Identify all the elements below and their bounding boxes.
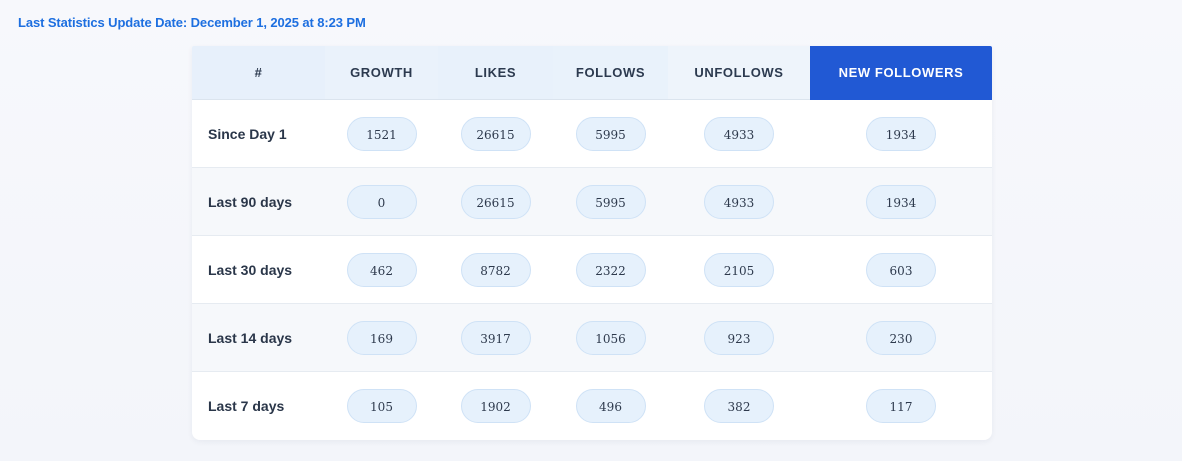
column-header-follows[interactable]: FOLLOWS xyxy=(553,46,668,100)
follows-cell: 5995 xyxy=(553,167,668,236)
follows-cell: 2322 xyxy=(553,235,668,304)
table-row: Last 7 days 105 1902 496 382 117 xyxy=(192,372,992,440)
follows-cell: 496 xyxy=(553,372,668,440)
follows-value: 1056 xyxy=(575,320,646,355)
growth-value: 169 xyxy=(346,320,417,355)
statistics-card: # GROWTH LIKES FOLLOWS UNFOLLOWS NEW FOL… xyxy=(192,46,992,440)
row-label: Last 90 days xyxy=(192,167,325,236)
table-row: Last 30 days 462 8782 2322 2105 603 xyxy=(192,235,992,304)
table-row: Last 14 days 169 3917 1056 923 230 xyxy=(192,303,992,372)
growth-cell: 105 xyxy=(325,372,438,440)
growth-cell: 462 xyxy=(325,235,438,304)
column-header-number[interactable]: # xyxy=(192,46,325,100)
table-body: Since Day 1 1521 26615 5995 4933 1934 La… xyxy=(192,99,992,440)
follows-value: 5995 xyxy=(575,184,646,219)
likes-cell: 1902 xyxy=(438,372,553,440)
likes-value: 26615 xyxy=(460,116,531,151)
follows-value: 5995 xyxy=(575,116,646,151)
column-header-growth[interactable]: GROWTH xyxy=(325,46,438,100)
follows-value: 2322 xyxy=(575,252,646,287)
likes-cell: 26615 xyxy=(438,167,553,236)
follows-value: 496 xyxy=(575,388,646,423)
growth-value: 0 xyxy=(346,184,417,219)
new-followers-value: 603 xyxy=(866,252,936,287)
unfollows-value: 4933 xyxy=(704,184,774,219)
likes-value: 1902 xyxy=(460,388,531,423)
unfollows-value: 4933 xyxy=(704,116,774,151)
growth-cell: 1521 xyxy=(325,99,438,168)
new-followers-cell: 117 xyxy=(810,372,992,440)
new-followers-cell: 1934 xyxy=(810,99,992,168)
row-label: Since Day 1 xyxy=(192,99,325,168)
unfollows-cell: 4933 xyxy=(668,99,810,168)
new-followers-value: 117 xyxy=(866,388,936,423)
statistics-update-date: Last Statistics Update Date: December 1,… xyxy=(18,15,366,30)
growth-value: 105 xyxy=(346,388,417,423)
likes-value: 3917 xyxy=(460,320,531,355)
new-followers-value: 230 xyxy=(866,320,936,355)
row-label: Last 30 days xyxy=(192,235,325,304)
likes-cell: 3917 xyxy=(438,303,553,372)
unfollows-cell: 382 xyxy=(668,372,810,440)
likes-value: 8782 xyxy=(460,252,531,287)
follows-cell: 1056 xyxy=(553,303,668,372)
growth-value: 462 xyxy=(346,252,417,287)
unfollows-value: 923 xyxy=(704,320,774,355)
new-followers-value: 1934 xyxy=(866,116,936,151)
row-label: Last 7 days xyxy=(208,397,285,414)
new-followers-cell: 603 xyxy=(810,235,992,304)
table-row: Since Day 1 1521 26615 5995 4933 1934 xyxy=(192,99,992,168)
unfollows-cell: 4933 xyxy=(668,167,810,236)
statistics-table: # GROWTH LIKES FOLLOWS UNFOLLOWS NEW FOL… xyxy=(192,46,992,440)
follows-cell: 5995 xyxy=(553,99,668,168)
column-header-unfollows[interactable]: UNFOLLOWS xyxy=(668,46,810,100)
growth-cell: 0 xyxy=(325,167,438,236)
new-followers-cell: 1934 xyxy=(810,167,992,236)
likes-value: 26615 xyxy=(460,184,531,219)
new-followers-cell: 230 xyxy=(810,303,992,372)
new-followers-value: 1934 xyxy=(866,184,936,219)
growth-value: 1521 xyxy=(346,116,417,151)
unfollows-cell: 923 xyxy=(668,303,810,372)
column-header-likes[interactable]: LIKES xyxy=(438,46,553,100)
likes-cell: 26615 xyxy=(438,99,553,168)
table-row: Last 90 days 0 26615 5995 4933 1934 xyxy=(192,167,992,236)
likes-cell: 8782 xyxy=(438,235,553,304)
column-header-new-followers[interactable]: NEW FOLLOWERS xyxy=(810,46,992,100)
row-label: Last 14 days xyxy=(192,303,325,372)
unfollows-value: 2105 xyxy=(704,252,774,287)
growth-cell: 169 xyxy=(325,303,438,372)
unfollows-value: 382 xyxy=(704,388,774,423)
table-header: # GROWTH LIKES FOLLOWS UNFOLLOWS NEW FOL… xyxy=(192,46,992,100)
unfollows-cell: 2105 xyxy=(668,235,810,304)
header-row: # GROWTH LIKES FOLLOWS UNFOLLOWS NEW FOL… xyxy=(192,46,992,100)
